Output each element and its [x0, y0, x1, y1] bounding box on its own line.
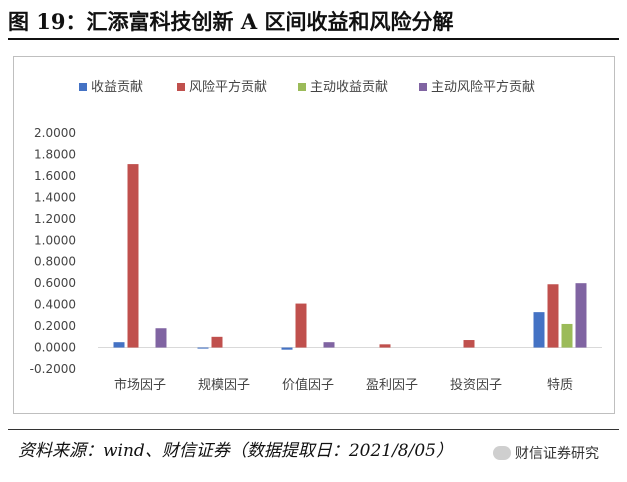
legend-swatch: [79, 83, 87, 91]
figure-title: 图 19：汇添富科技创新 A 区间收益和风险分解: [8, 9, 454, 34]
watermark: 财信证券研究: [493, 443, 599, 463]
y-tick-label: 0.4000: [34, 298, 76, 312]
bar: [281, 347, 293, 350]
source-note: 资料来源：wind、财信证券（数据提取日：2021/8/05）: [18, 441, 453, 461]
wechat-icon: [493, 446, 511, 460]
bar: [113, 342, 125, 348]
bar: [547, 284, 559, 348]
x-axis: 市场因子 规模因子 价值因子 盈利因子 投资因子 特质: [98, 347, 602, 393]
title-divider: [8, 38, 619, 40]
legend-label: 主动风险平方贡献: [431, 79, 535, 95]
legend-label: 主动收益贡献: [310, 80, 388, 95]
bar: [197, 347, 209, 349]
legend-swatch: [298, 83, 306, 91]
y-tick-label: 0.0000: [34, 341, 76, 355]
bar: [323, 342, 335, 348]
legend-label: 风险平方贡献: [189, 79, 267, 95]
x-tick-label: 盈利因子: [366, 378, 418, 393]
y-tick-label: 1.2000: [34, 212, 76, 226]
x-tick-label: 市场因子: [114, 377, 166, 393]
y-tick-label: 0.2000: [34, 319, 76, 333]
y-tick-label: 0.6000: [34, 276, 76, 290]
bar: [379, 344, 391, 348]
chart-legend: 收益贡献 风险平方贡献 主动收益贡献 主动风险平方贡献: [79, 79, 535, 95]
bar-chart: 收益贡献 风险平方贡献 主动收益贡献 主动风险平方贡献 -0.2000 0.0000 0.…: [30, 79, 602, 393]
footer-divider: [8, 429, 619, 430]
y-tick-label: 1.6000: [34, 169, 76, 183]
bar: [533, 312, 545, 348]
bar: [561, 323, 573, 348]
chart-frame: 收益贡献 风险平方贡献 主动收益贡献 主动风险平方贡献 -0.2000 0.0000 0.…: [13, 56, 615, 414]
y-tick-label: 2.0000: [34, 126, 76, 140]
x-tick-label: 规模因子: [198, 378, 250, 393]
y-tick-label: -0.2000: [30, 362, 76, 376]
y-tick-label: 1.8000: [34, 147, 76, 161]
y-axis: -0.2000 0.0000 0.2000 0.4000 0.6000 0.8000 1.0…: [30, 126, 76, 376]
bar: [211, 336, 223, 348]
x-tick-label: 价值因子: [282, 377, 334, 393]
legend-swatch: [177, 83, 185, 91]
y-tick-label: 1.4000: [34, 190, 76, 204]
x-tick-label: 投资因子: [450, 377, 502, 393]
bar: [575, 283, 587, 348]
watermark-text: 财信证券研究: [515, 446, 599, 462]
legend-swatch: [419, 83, 427, 91]
bar: [155, 328, 167, 348]
y-tick-label: 1.0000: [34, 233, 76, 247]
bars: [113, 164, 587, 350]
bar: [295, 303, 307, 348]
bar: [463, 340, 475, 348]
y-tick-label: 0.8000: [34, 255, 76, 269]
bar: [127, 164, 139, 348]
x-tick-label: 特质: [547, 378, 573, 393]
legend-label: 收益贡献: [91, 80, 143, 95]
